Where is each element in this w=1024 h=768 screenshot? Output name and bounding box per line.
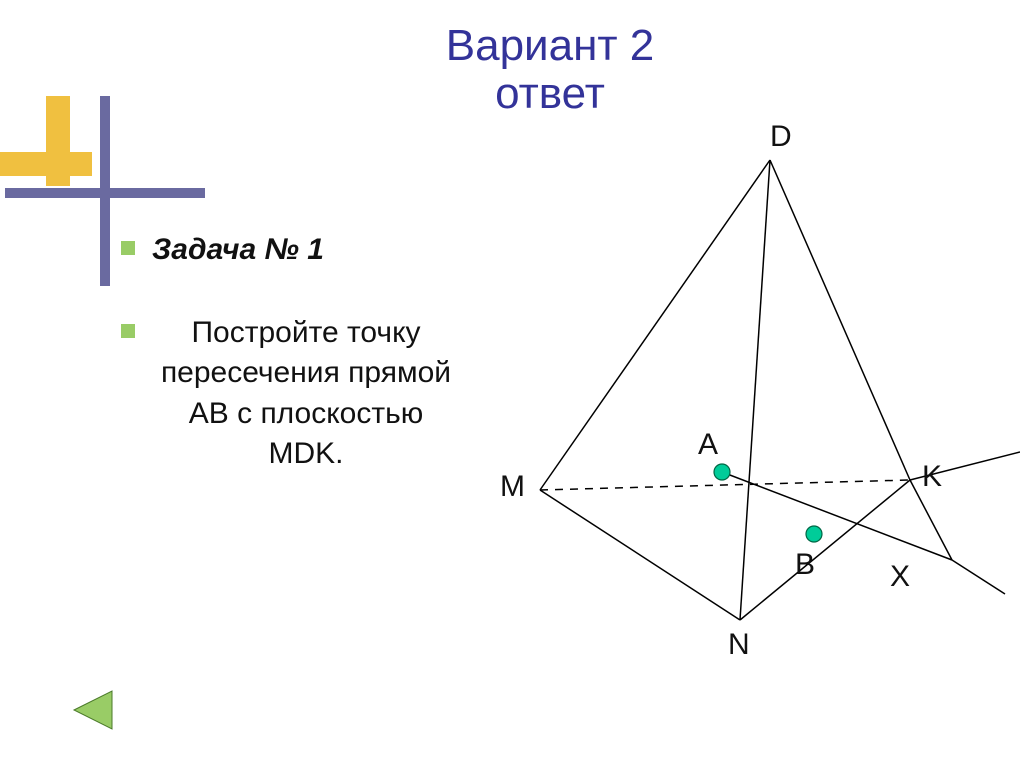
bullet-icon	[120, 323, 136, 339]
diagram: D M N K A B X	[460, 120, 1020, 680]
point-label-M: M	[500, 470, 525, 504]
problem-label-item: Задача № 1	[120, 230, 460, 271]
back-triangle-icon	[70, 687, 116, 733]
title-line1: Вариант 2	[446, 21, 654, 70]
problem-text-item: Постройте точку пересечения прямой AB с …	[120, 313, 460, 475]
diagram-svg	[460, 120, 1020, 680]
slide-title: Вариант 2 ответ	[200, 22, 900, 119]
title-line2: ответ	[495, 69, 605, 118]
deco-square-v	[46, 96, 70, 186]
point-label-D: D	[770, 120, 792, 154]
point-label-K: K	[922, 460, 942, 494]
deco-bar-v	[100, 96, 110, 286]
point-label-A: A	[698, 428, 718, 462]
problem-label: Задача № 1	[152, 230, 324, 271]
body-column: Задача № 1 Постройте точку пересечения п…	[120, 230, 460, 517]
point-label-N: N	[728, 628, 750, 662]
slide: Вариант 2 ответ Задача № 1 Постройте точ…	[0, 0, 1024, 768]
point-label-X: X	[890, 560, 910, 594]
problem-text: Постройте точку пересечения прямой AB с …	[152, 313, 460, 475]
back-button[interactable]	[70, 687, 116, 733]
point-label-B: B	[795, 548, 815, 582]
bullet-icon	[120, 240, 136, 256]
